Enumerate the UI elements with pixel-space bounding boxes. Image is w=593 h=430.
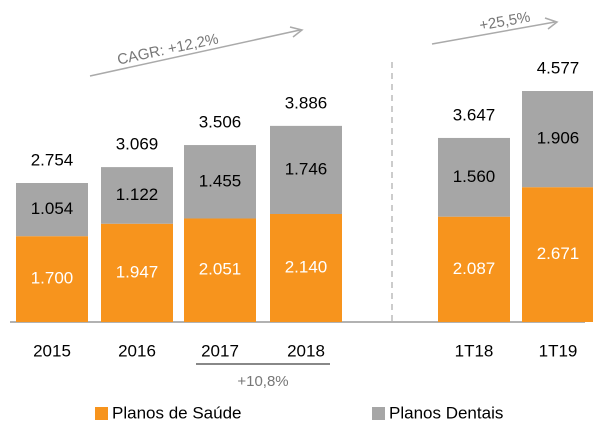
bar-segment — [16, 183, 88, 237]
segment-label: 1.947 — [116, 262, 159, 281]
total-label: 3.069 — [116, 135, 159, 154]
bar-segment — [101, 167, 173, 224]
total-label: 3.647 — [453, 105, 496, 124]
total-label: 4.577 — [537, 58, 580, 77]
bar-segment — [16, 236, 88, 322]
bar-segment — [438, 137, 510, 217]
growth-arrow — [431, 21, 556, 45]
growth-arrow-head — [544, 17, 559, 30]
cagr-label: CAGR: +12,2% — [116, 30, 220, 68]
segment-label: 1.906 — [537, 129, 580, 148]
legend-swatch — [372, 407, 385, 420]
bar-segment — [522, 91, 593, 188]
period-growth-label: +10,8% — [237, 373, 288, 390]
x-tick-label: 2017 — [201, 341, 239, 360]
x-tick-label: 1T19 — [539, 341, 578, 360]
legend-label: Planos de Saúde — [112, 403, 242, 422]
x-tick-label: 2016 — [118, 341, 156, 360]
bar-segment — [438, 216, 510, 322]
segment-label: 1.700 — [31, 269, 74, 288]
segment-label: 1.560 — [453, 167, 496, 186]
segment-label: 1.455 — [199, 171, 242, 190]
bar-segment — [522, 187, 593, 322]
cagr-arrow-head — [289, 26, 304, 38]
segment-label: 2.051 — [199, 260, 242, 279]
x-tick-label: 2015 — [33, 341, 71, 360]
legend-swatch — [95, 407, 108, 420]
x-tick-label: 1T18 — [455, 341, 494, 360]
x-tick-label: 2018 — [287, 341, 325, 360]
segment-label: 1.054 — [31, 199, 74, 218]
total-label: 3.886 — [285, 93, 328, 112]
bar-segment — [270, 125, 342, 214]
bar-segment — [101, 223, 173, 322]
total-label: 3.506 — [199, 113, 242, 132]
bar-segment — [270, 213, 342, 322]
segment-label: 2.140 — [285, 257, 328, 276]
segment-label: 1.122 — [116, 185, 159, 204]
segment-label: 2.087 — [453, 259, 496, 278]
segment-label: 2.671 — [537, 244, 580, 263]
bar-segment — [184, 218, 256, 322]
bar-segment — [184, 145, 256, 219]
segment-label: 1.746 — [285, 159, 328, 178]
cagr-arrow — [89, 29, 301, 77]
total-label: 2.754 — [31, 150, 74, 169]
legend-label: Planos Dentais — [389, 403, 503, 422]
